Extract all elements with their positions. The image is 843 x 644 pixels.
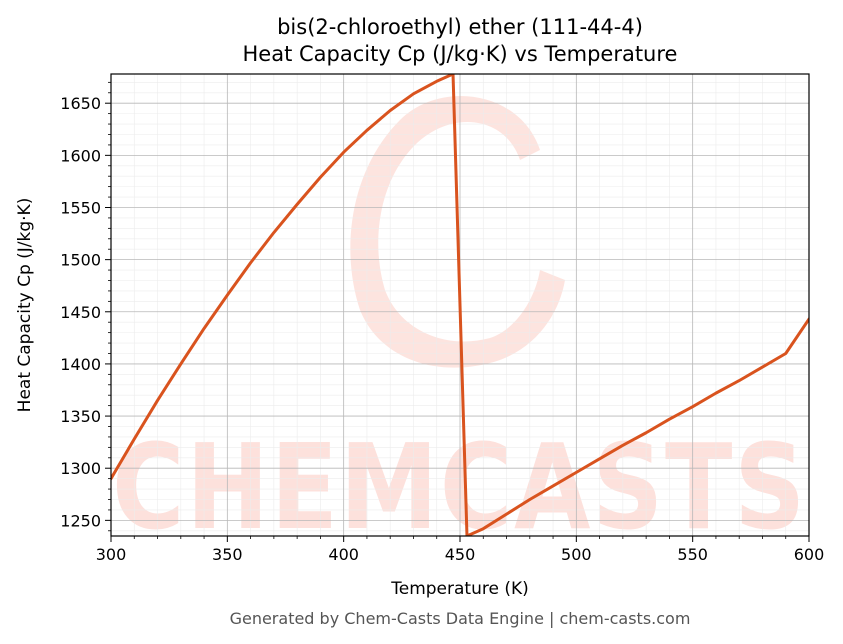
- footer-credit: Generated by Chem-Casts Data Engine | ch…: [230, 609, 691, 628]
- x-tick-label: 500: [561, 545, 592, 564]
- series-line-0: [111, 74, 809, 536]
- series-layer: [111, 74, 809, 536]
- x-axis-label: Temperature (K): [390, 579, 529, 599]
- x-tick-label: 400: [328, 545, 359, 564]
- y-tick-label: 1500: [60, 251, 101, 270]
- y-tick-label: 1400: [60, 355, 101, 374]
- x-tick-label: 450: [445, 545, 476, 564]
- y-tick-label: 1250: [60, 511, 101, 530]
- tick-labels: 300 350 400 450 500 550 600 1250 1300 1350 1400 145…: [60, 94, 824, 564]
- axis-ticks: [105, 81, 810, 542]
- x-tick-label: 600: [794, 545, 825, 564]
- watermark-text: CHEMCASTS: [112, 418, 807, 556]
- x-tick-label: 300: [96, 545, 127, 564]
- chart-title: bis(2-chloroethyl) ether (111-44-4): [277, 15, 643, 39]
- chart-subtitle: Heat Capacity Cp (J/kg·K) vs Temperature: [243, 42, 678, 66]
- y-tick-label: 1300: [60, 459, 101, 478]
- y-tick-label: 1600: [60, 146, 101, 165]
- y-tick-label: 1450: [60, 303, 101, 322]
- y-tick-label: 1350: [60, 407, 101, 426]
- x-tick-label: 550: [677, 545, 708, 564]
- y-axis-label: Heat Capacity Cp (J/kg·K): [15, 198, 35, 413]
- y-tick-label: 1550: [60, 198, 101, 217]
- x-tick-label: 350: [212, 545, 243, 564]
- y-tick-label: 1650: [60, 94, 101, 113]
